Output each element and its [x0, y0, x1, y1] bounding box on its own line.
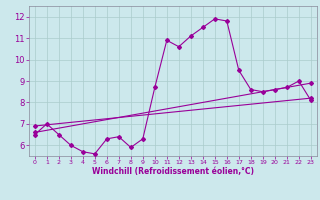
X-axis label: Windchill (Refroidissement éolien,°C): Windchill (Refroidissement éolien,°C) — [92, 167, 254, 176]
